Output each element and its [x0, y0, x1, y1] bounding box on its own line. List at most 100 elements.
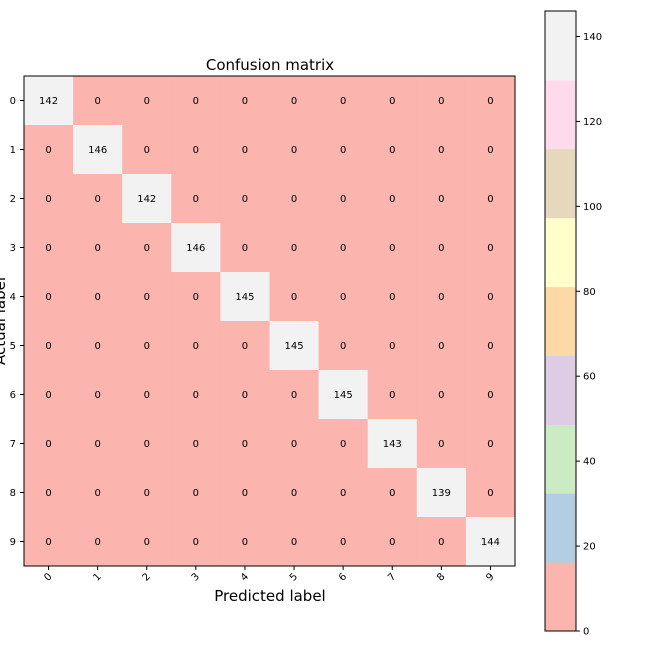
cell-value-label: 0	[340, 439, 346, 450]
cell-value-label: 0	[291, 243, 297, 254]
cell-value-label: 0	[389, 537, 395, 548]
cell-value-label: 0	[487, 243, 493, 254]
cell-value-label: 0	[193, 439, 199, 450]
heatmap-cell	[171, 468, 221, 518]
heatmap-cell	[318, 419, 369, 469]
heatmap-cell	[73, 517, 123, 567]
heatmap-cell	[465, 468, 516, 518]
x-tick-label: 3	[190, 571, 202, 583]
heatmap-cell	[318, 321, 369, 371]
cell-value-label: 0	[242, 194, 248, 205]
y-tick-label: 2	[10, 194, 16, 205]
cell-value-label: 0	[340, 488, 346, 499]
heatmap-cell	[73, 272, 123, 322]
cell-value-label: 0	[438, 243, 444, 254]
cell-value-label: 0	[487, 292, 493, 303]
cell-value-label: 0	[94, 390, 100, 401]
cell-value-label: 0	[389, 96, 395, 107]
heatmap-cell	[318, 125, 369, 175]
heatmap-cell	[269, 419, 320, 469]
colorbar-segment	[545, 355, 576, 425]
cell-value-label: 0	[291, 292, 297, 303]
heatmap-cell	[220, 125, 270, 175]
heatmap-cell	[269, 517, 320, 567]
cell-value-label: 145	[334, 390, 353, 401]
heatmap-cells	[24, 76, 516, 567]
heatmap-cell	[269, 125, 320, 175]
cell-value-label: 0	[193, 194, 199, 205]
cell-value-label: 0	[340, 194, 346, 205]
cell-value-label: 0	[487, 96, 493, 107]
heatmap-cell	[122, 517, 172, 567]
heatmap-cell	[73, 468, 123, 518]
colorbar-tick-label: 120	[583, 117, 602, 128]
cell-value-label: 0	[438, 341, 444, 352]
cell-value-label: 0	[45, 390, 51, 401]
heatmap-cell	[73, 321, 123, 371]
heatmap-cell	[122, 370, 172, 420]
heatmap-cell	[73, 174, 123, 224]
heatmap-cell	[367, 517, 418, 567]
x-tick-label: 2	[141, 571, 153, 583]
heatmap-cell	[220, 76, 270, 126]
cell-value-label: 0	[45, 341, 51, 352]
heatmap-cell-labels: 142 0 0 0 0 0 0 0 0 0 0 146 0 0 0 0 0 0 0 0 0 0 142 0 0 0 0 0 0 0 0 0 0 1…	[39, 96, 500, 548]
cell-value-label: 0	[389, 390, 395, 401]
x-tick-label: 7	[386, 571, 398, 583]
cell-value-label: 0	[487, 390, 493, 401]
heatmap-cell	[220, 419, 270, 469]
cell-value-label: 0	[242, 390, 248, 401]
heatmap-cell	[24, 370, 74, 420]
heatmap-cell	[367, 125, 418, 175]
chart-title: Confusion matrix	[206, 56, 334, 74]
cell-value-label: 0	[94, 96, 100, 107]
cell-value-label: 0	[340, 243, 346, 254]
heatmap-cell	[24, 223, 74, 273]
colorbar-tick-label: 80	[583, 287, 596, 298]
cell-value-label: 142	[137, 194, 156, 205]
heatmap-cell	[367, 419, 418, 469]
y-tick-label: 7	[10, 439, 16, 450]
heatmap-cell	[171, 125, 221, 175]
cell-value-label: 0	[487, 194, 493, 205]
cell-value-label: 0	[45, 537, 51, 548]
cell-value-label: 0	[242, 488, 248, 499]
cell-value-label: 0	[242, 341, 248, 352]
y-axis-label: Actual label	[0, 277, 9, 365]
heatmap-cell	[171, 517, 221, 567]
cell-value-label: 0	[389, 145, 395, 156]
cell-value-label: 0	[242, 145, 248, 156]
heatmap-cell	[465, 223, 516, 273]
cell-value-label: 0	[438, 145, 444, 156]
heatmap-cell	[416, 174, 467, 224]
cell-value-label: 0	[45, 243, 51, 254]
cell-value-label: 0	[340, 145, 346, 156]
cell-value-label: 0	[144, 390, 150, 401]
cell-value-label: 0	[438, 439, 444, 450]
colorbar-segment	[545, 148, 576, 219]
cell-value-label: 144	[481, 537, 500, 548]
cell-value-label: 146	[88, 145, 107, 156]
heatmap-cell	[171, 321, 221, 371]
cell-value-label: 0	[389, 243, 395, 254]
cell-value-label: 0	[487, 439, 493, 450]
heatmap-cell	[318, 517, 369, 567]
x-tick-label: 8	[435, 571, 447, 583]
heatmap-cell	[122, 321, 172, 371]
cell-value-label: 0	[193, 145, 199, 156]
heatmap-cell	[73, 76, 123, 126]
heatmap-cell	[465, 517, 516, 567]
cell-value-label: 0	[144, 341, 150, 352]
cell-value-label: 0	[291, 194, 297, 205]
heatmap-cell	[24, 468, 74, 518]
heatmap-cell	[171, 370, 221, 420]
heatmap-cell	[269, 223, 320, 273]
heatmap-cell	[220, 370, 270, 420]
heatmap-cell	[269, 272, 320, 322]
cell-value-label: 0	[45, 145, 51, 156]
y-tick-label: 5	[10, 341, 16, 352]
colorbar-segment	[545, 11, 576, 81]
cell-value-label: 0	[291, 537, 297, 548]
cell-value-label: 0	[340, 537, 346, 548]
heatmap-cell	[24, 125, 74, 175]
